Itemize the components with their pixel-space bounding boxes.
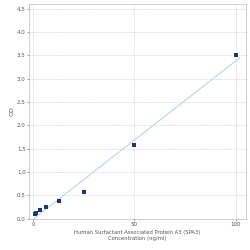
X-axis label: Human Surfactant Associated Protein A3 (SPA3)
Concentration (ng/ml): Human Surfactant Associated Protein A3 (… (74, 230, 201, 241)
Point (34, 211, 38, 215)
Point (132, 143, 136, 147)
Point (56, 199, 60, 203)
Point (33, 212, 37, 216)
Point (82, 190, 86, 194)
Point (44, 205, 48, 209)
Point (234, 54, 238, 58)
Y-axis label: OD: OD (9, 106, 14, 117)
Point (38, 208, 42, 212)
